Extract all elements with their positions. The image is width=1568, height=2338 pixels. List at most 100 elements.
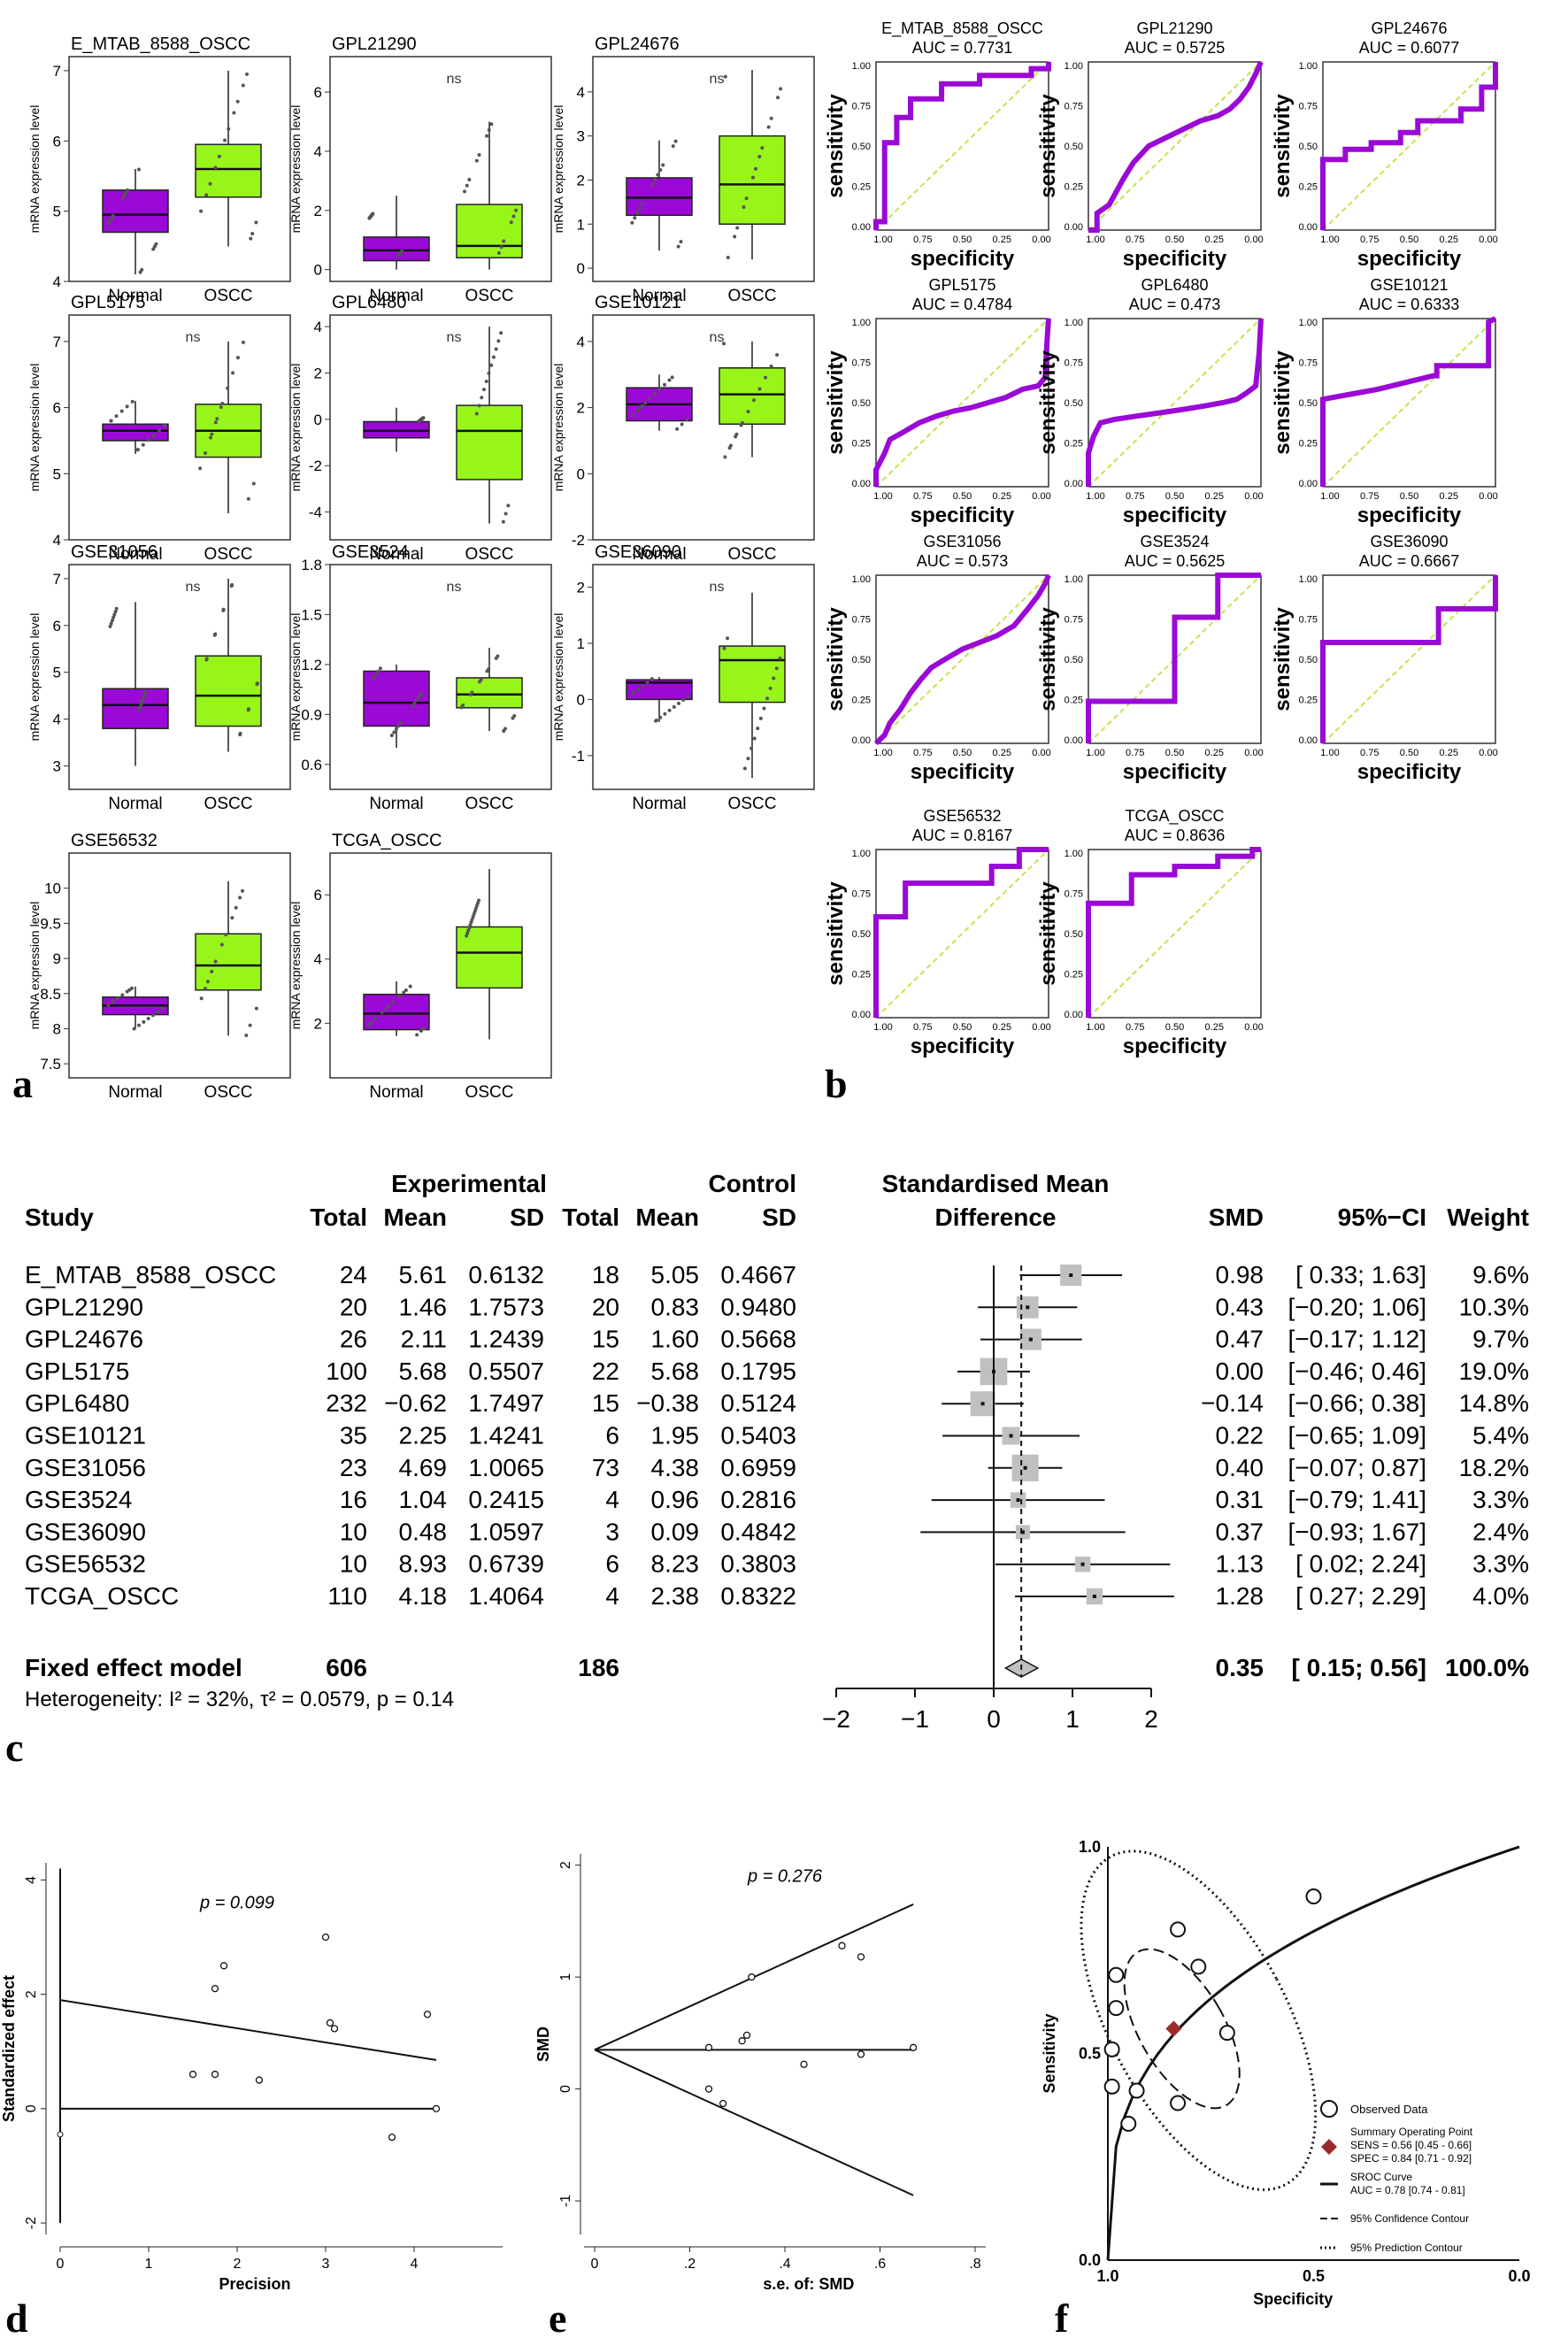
y-tick-label: 0.6 (301, 757, 322, 773)
x-category-label: Normal (108, 795, 162, 813)
jitter-point (231, 371, 235, 375)
boxplot-GSE36090: GSE36090 -1 0 1 2 mRNA expression level ns Norm… (551, 542, 815, 813)
roc-auc: AUC = 0.6667 (1359, 552, 1460, 570)
roc-auc: AUC = 0.7731 (912, 39, 1013, 57)
smd-value: 0.37 (1216, 1518, 1264, 1545)
y-tick-label: 0.00 (1299, 479, 1318, 489)
x-tick-label: 0 (987, 1705, 1001, 1733)
significance-label: ns (710, 580, 725, 595)
jitter-point (672, 704, 676, 709)
jitter-point (142, 693, 147, 697)
y-tick-label: 0.75 (1065, 102, 1083, 112)
plot-frame (68, 56, 291, 282)
x-axis-label: specificity (1123, 1034, 1227, 1058)
jitter-point (757, 387, 762, 391)
jitter-point (776, 96, 780, 100)
exp-sd: 0.2415 (468, 1486, 544, 1513)
y-tick-label: 0.00 (852, 735, 871, 746)
jitter-point (250, 232, 255, 236)
weight-value: 18.2% (1459, 1454, 1529, 1481)
jitter-point (415, 1033, 419, 1037)
study-point (1092, 1595, 1096, 1598)
significance-label: ns (447, 72, 462, 87)
roc-title: GSE36090 (1370, 533, 1448, 550)
dataset-title: GSE10121 (595, 293, 681, 312)
x-tick-label: 0.50 (953, 1022, 972, 1033)
study-point (800, 2060, 808, 2068)
significance-label: ns (710, 330, 725, 345)
x-tick-label: 0.75 (1360, 748, 1379, 758)
y-tick-label: 1.00 (1299, 61, 1318, 72)
study-point (857, 2050, 865, 2058)
smd-value: 0.00 (1216, 1357, 1264, 1385)
x-axis-label: specificity (911, 760, 1015, 784)
normal-box (363, 420, 430, 439)
y-tick-label: 5 (53, 465, 61, 482)
y-tick-label: 0.50 (852, 398, 871, 409)
jitter-point (414, 698, 419, 703)
ctrl-sd: 0.4667 (720, 1261, 796, 1288)
diagonal-reference (875, 574, 1049, 744)
y-tick-label: 0.00 (852, 1010, 871, 1020)
x-category-label: OSCC (204, 1083, 253, 1102)
x-tick-label: 0.75 (1126, 748, 1144, 758)
x-tick-label: 0 (591, 2257, 599, 2272)
y-tick-label: 2 (558, 1861, 573, 1869)
x-tick-label: 0.25 (1205, 491, 1224, 502)
jitter-point (227, 127, 231, 131)
observed-point (1218, 2025, 1235, 2042)
diagonal-reference (1322, 574, 1496, 744)
y-tick-label: 0.75 (1065, 358, 1083, 369)
plot-frame (592, 314, 815, 541)
jitter-point (749, 746, 754, 750)
roc-GSE31056: GSE31056 AUC = 0.573 1.00 0.75 0.50 0.25 0.00 0… (824, 533, 1051, 784)
jitter-point (477, 152, 481, 157)
ctrl-sd: 0.5668 (720, 1326, 796, 1353)
exp-sd: 1.0065 (468, 1454, 544, 1481)
header-weight: Weight (1447, 1204, 1529, 1231)
jitter-point (137, 708, 142, 712)
jitter-point (114, 606, 119, 611)
y-tick-label: 0.00 (1065, 735, 1083, 746)
x-tick-label: 0.50 (953, 235, 972, 245)
y-tick-label: 0 (314, 262, 322, 279)
weight-value: 9.6% (1472, 1261, 1529, 1288)
jitter-point (394, 727, 398, 731)
ctrl-mean: 5.05 (651, 1261, 700, 1288)
study-point (211, 1985, 219, 1993)
weight-value: 5.4% (1472, 1422, 1529, 1450)
x-tick-label: 0.50 (1400, 491, 1418, 502)
jitter-point (474, 158, 479, 163)
y-tick-label: 6 (314, 887, 322, 904)
x-tick-label: 0.25 (1205, 1022, 1224, 1033)
x-tick-label: 0.0 (1508, 2267, 1530, 2285)
jitter-point (662, 382, 666, 387)
jitter-point (136, 167, 141, 172)
ctrl-total: 6 (605, 1422, 619, 1450)
jitter-point (489, 122, 494, 127)
jitter-point (139, 702, 143, 706)
y-axis-label: mRNA expression level (551, 613, 565, 742)
smd-value: 0.22 (1216, 1422, 1264, 1450)
observed-point (1108, 2000, 1125, 2017)
jitter-point (246, 708, 250, 712)
jitter-point (213, 420, 218, 425)
boxplot-GSE31056: GSE31056 3 4 5 6 7 mRNA expression level ns Norm… (27, 542, 291, 813)
x-tick-label: 0.50 (1165, 235, 1184, 245)
exp-mean: 2.11 (401, 1326, 447, 1353)
jitter-point (226, 386, 230, 390)
y-axis-label: Sensitivity (1041, 2013, 1058, 2093)
jitter-point (463, 189, 467, 194)
y-tick-label: 0.75 (1299, 358, 1318, 369)
exp-total: 20 (340, 1293, 367, 1320)
ci-value: [−0.79; 1.41] (1288, 1486, 1426, 1513)
smd-value: −0.14 (1201, 1389, 1264, 1417)
y-tick-label: 0.25 (1065, 182, 1083, 193)
x-tick-label: 0.50 (1400, 235, 1418, 245)
panel-a-boxplots: E_MTAB_8588_OSCC 4 5 6 7 mRNA expression leve… (27, 35, 815, 1102)
jitter-point (742, 204, 746, 209)
ci-value: [ 0.02; 2.24] (1295, 1550, 1426, 1578)
study-point (1020, 1530, 1025, 1534)
study-point (1016, 1498, 1020, 1503)
panel-c-forest-plot: Experimental Control Standardised Mean Diff… (25, 1170, 1529, 1733)
